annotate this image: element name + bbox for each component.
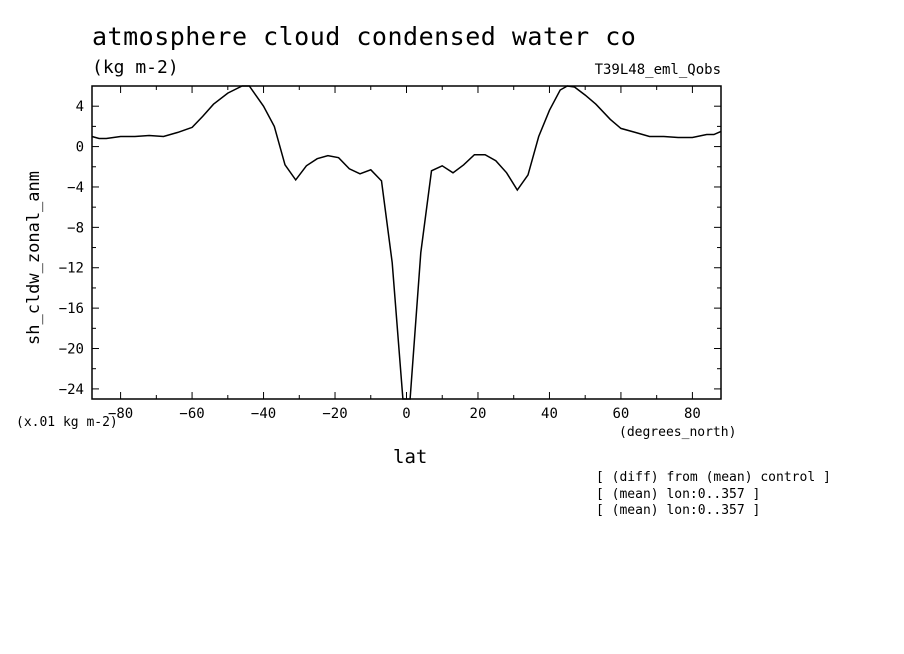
x-tick-label: −20 [322,406,347,422]
x-axis-label: lat [393,446,428,468]
axis-ticks [92,85,721,399]
run-label: T39L48_eml_Qobs [594,62,721,78]
y-scale-note: (x.01 kg m-2) [16,415,118,430]
data-line [91,85,722,400]
y-tick-label: 0 [76,140,84,156]
chart-units: (kg m-2) [92,57,179,78]
x-tick-label: −80 [108,406,133,422]
chart-title: atmosphere cloud condensed water co [92,22,637,51]
y-tick-label: −8 [67,220,84,236]
y-tick-label: −20 [59,342,84,358]
x-tick-label: 40 [541,406,558,422]
y-tick-label: −24 [59,382,84,398]
plot-frame [91,85,722,400]
y-tick-label: 4 [76,99,84,115]
y-tick-label: −4 [67,180,84,196]
y-tick-label: −16 [59,301,84,317]
x-tick-label: 80 [684,406,701,422]
x-tick-label: 20 [470,406,487,422]
x-units-label: (degrees_north) [619,425,737,440]
x-tick-label: −60 [179,406,204,422]
y-axis-label: sh_cldw_zonal_anm [24,171,44,345]
y-tick-label: −12 [59,261,84,277]
x-tick-label: 0 [402,406,410,422]
note-line-1: [ (diff) from (mean) control ] [596,470,831,485]
note-line-2: [ (mean) lon:0..357 ] [596,487,761,502]
x-tick-label: −40 [251,406,276,422]
note-line-3: [ (mean) lon:0..357 ] [596,503,761,518]
x-tick-label: 60 [613,406,630,422]
